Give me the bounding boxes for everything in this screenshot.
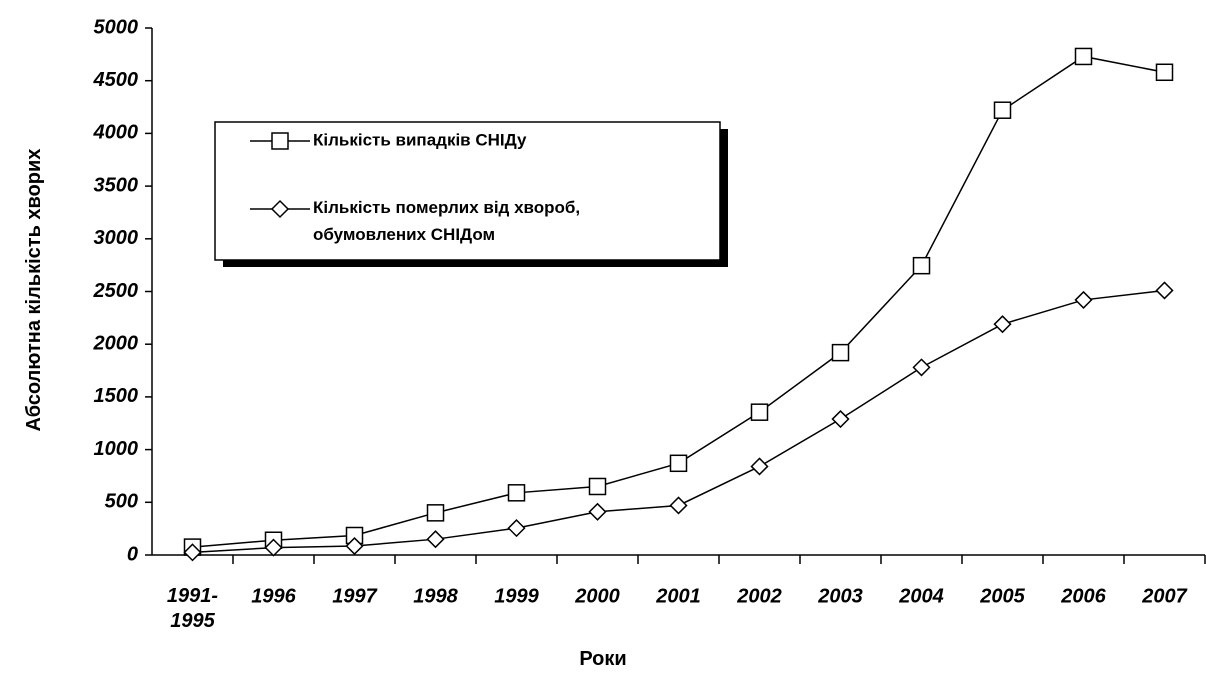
legend-box bbox=[214, 121, 721, 261]
y-tick-label: 3500 bbox=[94, 174, 139, 196]
data-point bbox=[426, 504, 445, 522]
data-point bbox=[507, 519, 526, 538]
x-tick-label: 1999 bbox=[494, 585, 539, 607]
x-tick-label: 2007 bbox=[1141, 585, 1187, 607]
x-tick-label: 1996 bbox=[251, 585, 296, 607]
x-tick-label: 2002 bbox=[736, 585, 782, 607]
data-point bbox=[912, 256, 931, 275]
y-tick-label: 4000 bbox=[93, 122, 139, 144]
data-point bbox=[912, 358, 931, 377]
data-point bbox=[1074, 47, 1093, 66]
y-tick-label: 500 bbox=[105, 491, 138, 513]
data-point bbox=[507, 484, 526, 502]
data-point bbox=[831, 343, 850, 362]
legend-label: Кількість померлих від хвороб, обумовлени… bbox=[313, 198, 580, 244]
data-point bbox=[588, 477, 607, 496]
data-point bbox=[993, 315, 1012, 334]
data-point bbox=[1155, 63, 1174, 82]
x-tick-label: 2001 bbox=[655, 585, 701, 607]
data-point bbox=[345, 536, 364, 556]
legend-marker bbox=[271, 132, 289, 150]
y-tick-label: 2500 bbox=[93, 280, 139, 302]
data-point bbox=[669, 454, 688, 473]
y-tick-label: 2000 bbox=[93, 332, 139, 354]
y-axis-label: Абсолютна кількість хворих bbox=[23, 149, 45, 432]
x-tick-label: 2005 bbox=[979, 585, 1025, 607]
legend-label: Кількість випадків СНІДу bbox=[313, 130, 527, 149]
x-tick-label: 2004 bbox=[898, 585, 944, 607]
data-point bbox=[993, 101, 1012, 119]
x-tick-label: 2000 bbox=[574, 585, 620, 607]
data-point bbox=[750, 403, 769, 421]
data-point bbox=[669, 496, 688, 515]
y-tick-label: 3000 bbox=[94, 227, 139, 249]
x-tick-label: 2003 bbox=[817, 585, 863, 607]
x-tick-label: 2006 bbox=[1060, 585, 1106, 607]
y-tick-label: 1500 bbox=[94, 385, 139, 407]
data-point bbox=[264, 538, 283, 557]
data-point bbox=[750, 457, 769, 476]
data-point bbox=[831, 409, 850, 429]
x-axis-label: Роки bbox=[579, 648, 626, 670]
x-tick-label: 1997 bbox=[332, 585, 377, 607]
legend-marker bbox=[270, 199, 290, 219]
y-tick-label: 5000 bbox=[94, 16, 139, 38]
y-tick-label: 1000 bbox=[94, 438, 139, 460]
data-point bbox=[183, 543, 202, 562]
y-tick-label: 0 bbox=[127, 543, 138, 565]
x-tick-label: 1991-1995 bbox=[167, 585, 218, 632]
data-point bbox=[1155, 281, 1174, 300]
x-tick-label: 1998 bbox=[413, 585, 458, 607]
y-tick-label: 4500 bbox=[93, 69, 139, 91]
data-point bbox=[426, 530, 445, 549]
data-point bbox=[1074, 290, 1093, 309]
data-point bbox=[588, 502, 607, 521]
